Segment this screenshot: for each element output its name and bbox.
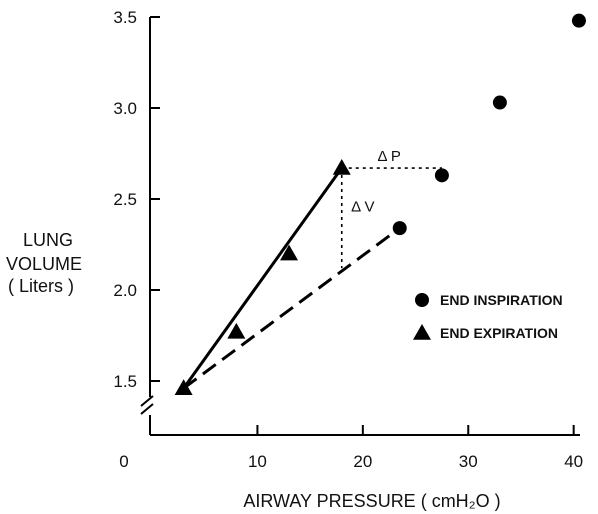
end-expiration-point bbox=[280, 244, 299, 261]
end-inspiration-point bbox=[571, 13, 586, 28]
x-tick-label: 10 bbox=[248, 452, 267, 471]
x-tick-label: 40 bbox=[564, 452, 583, 471]
x-axis-title: AIRWAY PRESSURE ( cmH₂O ) bbox=[243, 491, 500, 511]
end-inspiration-point bbox=[434, 168, 449, 183]
axes bbox=[140, 16, 580, 436]
dashed-line bbox=[182, 226, 401, 390]
end-expiration-point bbox=[227, 322, 246, 339]
end-inspiration-point bbox=[392, 221, 407, 236]
legend-label: END EXPIRATION bbox=[440, 325, 558, 341]
end-inspiration-point bbox=[492, 95, 507, 110]
annotation-label: Δ P bbox=[378, 148, 401, 165]
y-axis-title-line: ( Liters ) bbox=[8, 276, 74, 296]
x-tick-label: 0 bbox=[119, 452, 128, 471]
axis-break-mark bbox=[140, 395, 154, 407]
y-tick-label: 2.0 bbox=[113, 281, 137, 300]
x-tick-label: 30 bbox=[459, 452, 478, 471]
y-tick-label: 3.0 bbox=[113, 99, 137, 118]
markers bbox=[174, 13, 586, 396]
axis-break-mark bbox=[140, 403, 154, 415]
y-tick-label: 1.5 bbox=[113, 372, 137, 391]
end-expiration-point bbox=[174, 379, 193, 396]
y-tick-label: 3.5 bbox=[113, 8, 137, 27]
end-expiration-point bbox=[332, 159, 351, 175]
lines bbox=[182, 167, 442, 390]
legend-marker bbox=[415, 293, 429, 307]
x-tick-label: 20 bbox=[353, 452, 372, 471]
legend: END INSPIRATION END EXPIRATION bbox=[413, 292, 563, 341]
y-axis-title-line: VOLUME bbox=[6, 254, 82, 274]
legend-label: END INSPIRATION bbox=[440, 292, 563, 308]
y-tick-label: 2.5 bbox=[113, 190, 137, 209]
annotation-label: Δ V bbox=[351, 199, 374, 216]
legend-marker bbox=[413, 324, 431, 340]
labels: 1.5 2.0 2.5 3.0 3.5 0 10 20 30 40 AIRWAY PRESSURE … bbox=[6, 8, 583, 511]
solid-line bbox=[182, 167, 343, 390]
y-axis-title-line: LUNG bbox=[23, 230, 73, 250]
